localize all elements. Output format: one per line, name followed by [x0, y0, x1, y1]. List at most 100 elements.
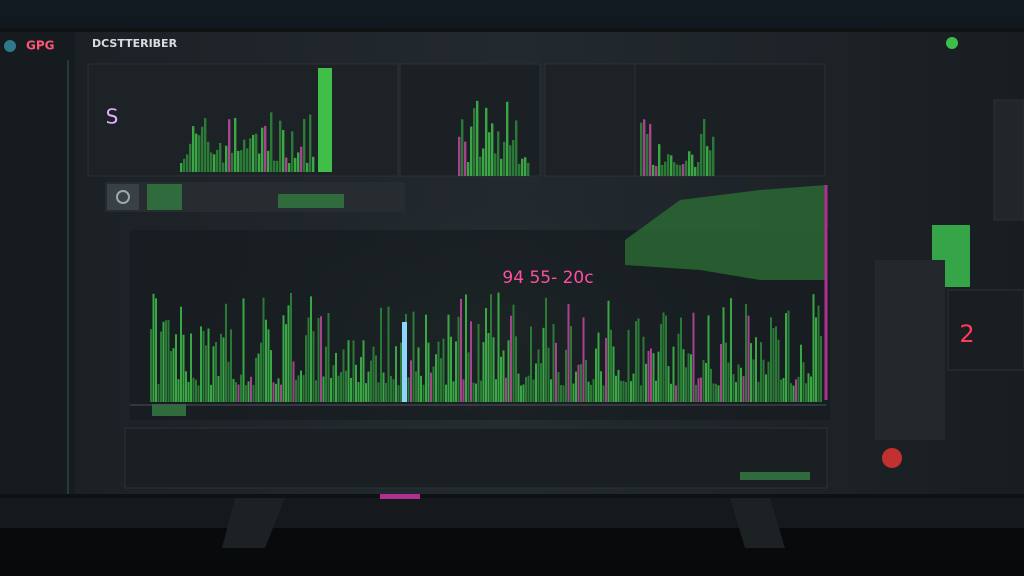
decor-bar [817, 305, 820, 402]
decor-bar [285, 324, 287, 402]
decor-bar [365, 383, 367, 402]
decor-bar [317, 317, 320, 402]
decor-bar [552, 323, 555, 402]
decor-bar [547, 347, 550, 402]
decor-bar [517, 373, 520, 402]
decor-bar [261, 127, 264, 172]
decor-bar [670, 383, 672, 402]
decor-bar [177, 379, 180, 402]
decor-bar [592, 379, 595, 402]
decor-bar [257, 353, 260, 402]
decor-bar [225, 145, 228, 172]
decor-bar [642, 336, 645, 402]
decor-bar [222, 337, 225, 402]
decor-bar [185, 371, 187, 402]
decor-bar [473, 108, 476, 176]
decor-bar [557, 372, 560, 402]
decor-bar [679, 165, 682, 176]
decor-bar [688, 151, 691, 176]
decor-bar [240, 150, 243, 172]
decor-bar [204, 118, 207, 172]
decor-bar [318, 68, 332, 172]
decor-bar [640, 122, 643, 176]
decor-bar [602, 385, 605, 402]
decor-bar [357, 382, 360, 402]
decor-bar [435, 354, 437, 402]
toolbar-field[interactable] [278, 194, 344, 208]
decor-bar [362, 340, 365, 402]
decor-bar [315, 380, 317, 402]
decor-bar [217, 376, 220, 402]
decor-bar [695, 384, 697, 402]
decor-bar [737, 364, 740, 402]
decor-bar [488, 132, 491, 176]
decor-bar [521, 158, 524, 176]
decor-bar [661, 164, 664, 176]
decor-bar [667, 366, 670, 402]
decor-bar [162, 321, 165, 402]
decor-bar [487, 333, 490, 402]
decor-bar [312, 331, 315, 402]
side-list [875, 260, 945, 440]
decor-bar [705, 362, 707, 402]
decor-bar [330, 377, 332, 402]
decor-bar [190, 333, 192, 402]
decor-bar [700, 133, 703, 176]
mini-charts [180, 68, 715, 176]
decor-bar [320, 316, 322, 402]
decor-bar [752, 359, 755, 402]
decor-bar [607, 300, 610, 402]
decor-bar [655, 380, 657, 402]
decor-bar [417, 347, 420, 402]
decor-bar [250, 376, 252, 402]
decor-bar [787, 310, 790, 402]
decor-bar [270, 112, 273, 172]
decor-bar [677, 333, 680, 402]
decor-bar [745, 304, 747, 402]
decor-bar [575, 371, 577, 402]
decor-bar [480, 380, 482, 402]
decor-bar [510, 315, 512, 402]
decor-bar [207, 141, 210, 172]
decor-bar [237, 150, 240, 172]
decor-bar [210, 152, 213, 172]
decor-bar [762, 359, 765, 402]
decor-bar [497, 131, 500, 176]
decor-bar [680, 317, 682, 402]
decor-bar [247, 381, 250, 402]
decor-bar [410, 360, 412, 402]
decor-bar [464, 141, 467, 176]
decor-bar [297, 375, 300, 402]
decor-bar [187, 381, 190, 402]
header-title: DCSTTERIBER [92, 37, 178, 50]
decor-bar [605, 337, 607, 402]
decor-bar [630, 381, 632, 402]
decor-bar [770, 317, 772, 402]
decor-bar [697, 161, 700, 176]
decor-bar [572, 383, 575, 402]
decor-bar [635, 321, 637, 402]
decor-bar [267, 150, 270, 172]
overlay-chart [625, 185, 826, 280]
decor-bar [637, 318, 640, 402]
decor-bar [219, 142, 222, 172]
record-button[interactable] [882, 448, 902, 468]
decor-bar [228, 119, 231, 172]
decor-bar [650, 348, 652, 402]
decor-bar [492, 337, 495, 402]
decor-bar [727, 362, 730, 402]
decor-bar [292, 361, 295, 402]
decor-bar [675, 385, 677, 402]
decor-bar [420, 375, 422, 402]
toolbar-button[interactable] [107, 184, 139, 210]
decor-bar [291, 131, 294, 172]
decor-bar [180, 162, 183, 172]
decor-bar [282, 315, 285, 402]
decor-bar [615, 375, 617, 402]
toolbar-button[interactable] [147, 184, 182, 210]
panel-marker: S [106, 105, 119, 129]
decor-bar [505, 377, 507, 402]
decor-bar [760, 342, 762, 402]
decor-bar [612, 346, 615, 402]
